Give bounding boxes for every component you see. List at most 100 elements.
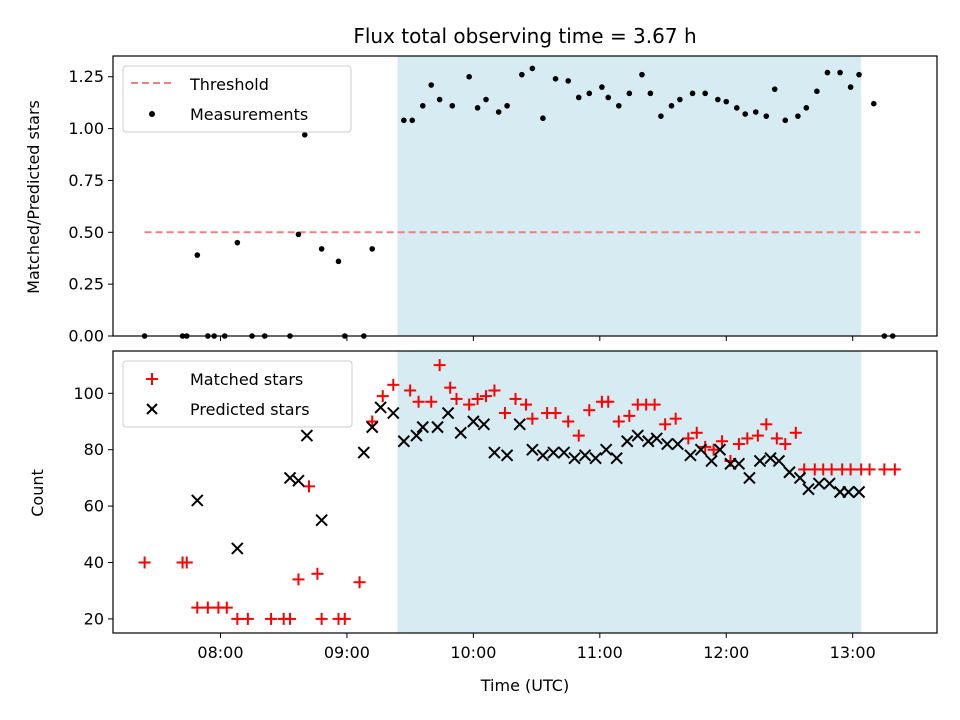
bottom-predicted-point: [764, 451, 777, 465]
bottom-predicted-point: [694, 443, 708, 456]
top-measurement-point: [335, 258, 342, 265]
bottom-predicted-point: [477, 418, 491, 431]
bottom-y-axis-label: Count: [28, 469, 47, 517]
bottom-matched-point: [690, 426, 703, 439]
bottom-predicted-point: [684, 449, 697, 462]
bottom-matched-point: [526, 412, 539, 425]
bottom-matched-point: [471, 392, 484, 405]
top-measurement-point: [658, 113, 664, 119]
bottom-matched-point: [412, 395, 425, 408]
bottom-matched-point: [602, 395, 615, 408]
bottom-legend-matched-label: Matched stars: [190, 370, 303, 389]
top-legend: Threshold Measurements: [122, 65, 352, 133]
bottom-predicted-point: [191, 494, 204, 507]
top-measurement-point: [565, 78, 572, 84]
bottom-matched-point: [741, 432, 754, 445]
top-measurement-point: [586, 90, 593, 97]
bottom-predicted-point: [387, 406, 400, 420]
top-measurement-point: [552, 76, 559, 82]
bottom-matched-point: [732, 438, 745, 451]
bottom-predicted-point: [300, 429, 314, 442]
bottom-predicted-point: [315, 513, 328, 527]
bottom-predicted-point: [823, 477, 836, 490]
bottom-legend-box: [122, 360, 353, 428]
bottom-matched-point: [376, 390, 389, 403]
top-measurement-point: [540, 115, 546, 122]
bottom-predicted-point: [753, 454, 767, 468]
top-measurement-point: [599, 84, 605, 90]
top-measurement-point: [483, 96, 489, 103]
top-measurement-point: [495, 109, 502, 115]
top-legend-box: [122, 65, 352, 133]
top-measurement-point: [295, 231, 302, 238]
bottom-predicted-point: [536, 449, 550, 462]
top-measurement-point: [668, 102, 675, 109]
bottom-predicted-point: [713, 443, 727, 456]
top-axes-frame: [112, 55, 938, 337]
top-measurement-point: [847, 84, 854, 90]
top-legend-measurements-swatch: [149, 111, 155, 117]
top-measurement-point: [428, 82, 435, 88]
top-measurement-point: [795, 113, 801, 119]
top-measurement-point: [234, 239, 241, 246]
top-y-tick-label: 0.50: [68, 223, 104, 242]
bottom-predicted-point: [772, 454, 786, 468]
bottom-matched-point: [265, 612, 278, 625]
top-y-tick-label: 0.25: [68, 275, 104, 294]
top-y-tick-label: 1.00: [68, 119, 104, 138]
bottom-matched-point: [338, 612, 351, 625]
bottom-matched-point: [863, 463, 876, 476]
top-chart-title: Flux total observing time = 3.67 h: [353, 24, 696, 48]
bottom-matched-point: [583, 404, 596, 417]
x-tick-label: 11:00: [577, 643, 623, 662]
bottom-matched-point: [220, 601, 233, 614]
bottom-predicted-point: [410, 429, 423, 442]
bottom-predicted-point: [650, 432, 663, 445]
top-measurement-point: [742, 111, 749, 117]
bottom-predicted-point: [621, 435, 634, 448]
bottom-matched-point: [488, 384, 501, 397]
top-measurement-point: [733, 105, 740, 111]
bottom-matched-point: [180, 556, 193, 569]
bottom-matched-point: [366, 415, 379, 428]
bottom-matched-point: [562, 415, 575, 428]
bottom-matched-point: [387, 378, 400, 391]
bottom-legend-predicted-label: Predicted stars: [190, 400, 310, 419]
bottom-matched-point: [520, 398, 533, 411]
bottom-matched-point: [284, 612, 297, 625]
top-measurement-point: [401, 117, 407, 124]
top-measurement-point: [763, 113, 770, 119]
top-measurement-point: [824, 69, 831, 76]
top-y-tick-label: 0.75: [68, 171, 104, 190]
bottom-predicted-point: [783, 466, 796, 479]
top-y-axis-label: Matched/Predicted stars: [24, 100, 43, 294]
bottom-matched-point: [648, 398, 661, 411]
bottom-matched-point: [612, 415, 625, 428]
bottom-matched-point: [844, 463, 857, 476]
bottom-predicted-point: [231, 542, 244, 555]
bottom-predicted-point: [467, 415, 480, 428]
bottom-predicted-point: [661, 437, 674, 451]
top-measurement-point: [626, 90, 633, 97]
bottom-predicted-point: [743, 471, 756, 485]
bottom-matched-point: [682, 432, 695, 445]
top-measurement-point: [782, 117, 789, 124]
top-measurement-point: [409, 117, 416, 124]
top-observing-window: [397, 56, 862, 336]
bottom-matched-point: [770, 432, 783, 445]
bottom-y-tick-label: 60: [84, 497, 104, 516]
top-measurement-point: [474, 105, 481, 111]
bottom-predicted-point: [500, 449, 514, 462]
bottom-predicted-point: [705, 454, 718, 468]
top-measurement-point: [301, 132, 308, 138]
top-measurement-point: [723, 98, 730, 105]
bottom-matched-point: [404, 384, 417, 397]
bottom-predicted-point: [454, 426, 467, 439]
top-measurement-point: [689, 90, 696, 97]
bottom-predicted-point: [292, 474, 305, 487]
bottom-matched-point: [888, 463, 901, 476]
x-tick-label: 10:00: [450, 643, 496, 662]
bottom-matched-point: [623, 409, 636, 422]
top-measurement-point: [677, 96, 683, 103]
bottom-matched-point: [353, 576, 366, 589]
